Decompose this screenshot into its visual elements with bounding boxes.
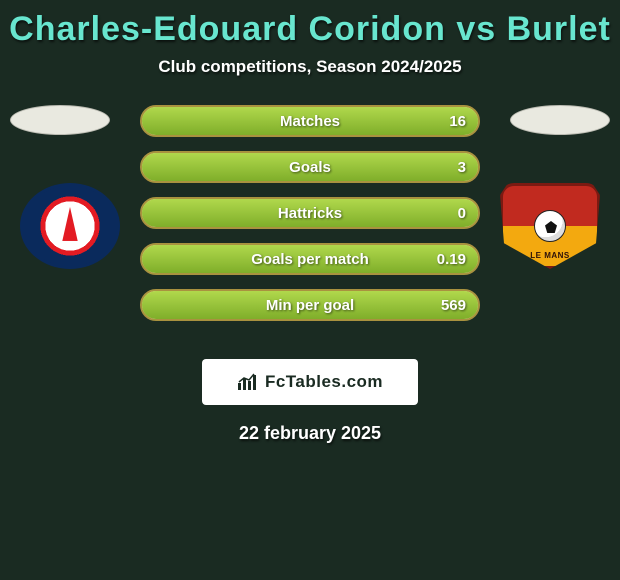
player-left-avatar-placeholder	[10, 105, 110, 135]
comparison-title: Charles-Edouard Coridon vs Burlet	[0, 0, 620, 49]
stat-label: Goals	[142, 159, 478, 176]
stat-row-mpg: Min per goal 569	[140, 289, 480, 321]
club-badge-right: LE MANS	[500, 183, 600, 269]
stat-row-hattricks: Hattricks 0	[140, 197, 480, 229]
stat-label: Min per goal	[142, 297, 478, 314]
stat-value-right: 16	[449, 113, 466, 130]
brand-text: FcTables.com	[265, 372, 383, 392]
stat-row-gpm: Goals per match 0.19	[140, 243, 480, 275]
stat-value-right: 0.19	[437, 251, 466, 268]
comparison-stage: LE MANS Matches 16 Goals 3 Hattricks 0 G…	[0, 105, 620, 345]
stat-bars: Matches 16 Goals 3 Hattricks 0 Goals per…	[140, 105, 480, 335]
club-badge-left	[20, 183, 120, 269]
psg-tower-icon	[59, 207, 81, 241]
stat-value-right: 3	[458, 159, 466, 176]
stat-label: Matches	[142, 113, 478, 130]
brand-box[interactable]: FcTables.com	[202, 359, 418, 405]
player-right-avatar-placeholder	[510, 105, 610, 135]
comparison-subtitle: Club competitions, Season 2024/2025	[0, 57, 620, 77]
football-icon	[534, 210, 566, 242]
stat-value-right: 0	[458, 205, 466, 222]
bar-chart-icon	[237, 373, 259, 391]
stat-label: Goals per match	[142, 251, 478, 268]
stat-label: Hattricks	[142, 205, 478, 222]
stat-row-matches: Matches 16	[140, 105, 480, 137]
footer-date: 22 february 2025	[0, 423, 620, 444]
stat-value-right: 569	[441, 297, 466, 314]
stat-row-goals: Goals 3	[140, 151, 480, 183]
lemans-badge-text: LE MANS	[503, 251, 597, 260]
